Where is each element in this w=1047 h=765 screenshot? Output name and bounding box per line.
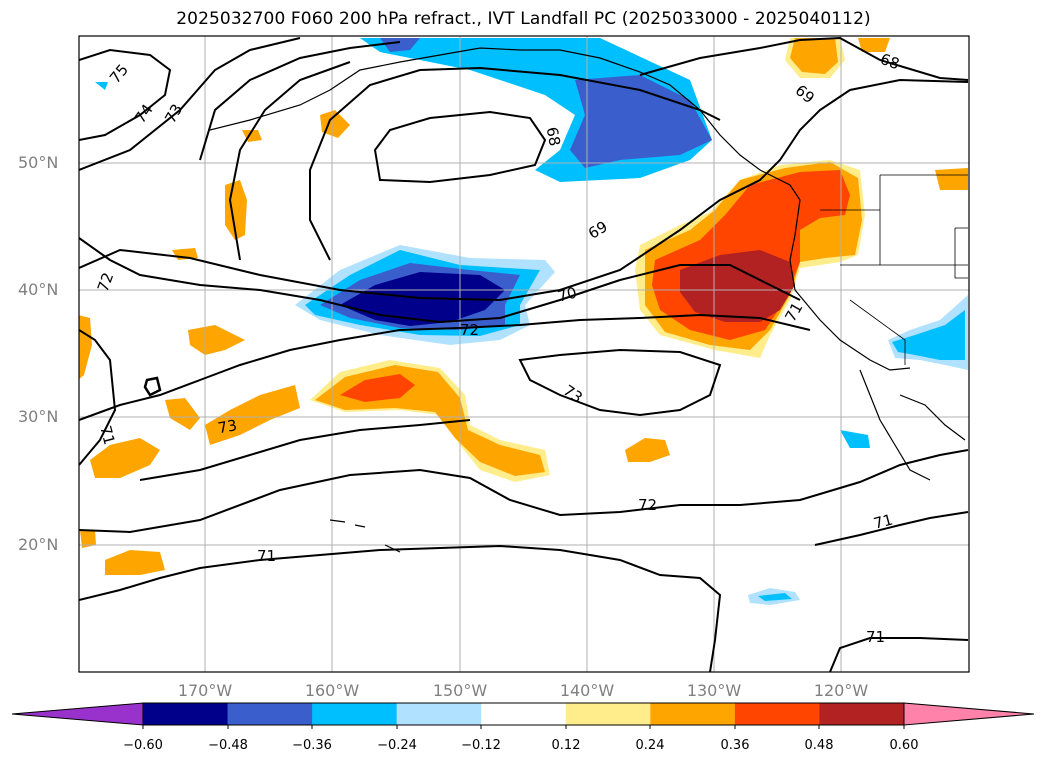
lon-label-160w: 160°W [304, 681, 360, 700]
colorbar-segment [650, 703, 736, 725]
contour-label: 71 [96, 424, 118, 447]
lon-label-120w: 120°W [813, 681, 869, 700]
contour-lines [79, 36, 969, 672]
colorbar-tick-label: 0.60 [889, 738, 919, 753]
contour-label: 72 [460, 321, 479, 339]
colorbar-segment [312, 703, 398, 725]
colorbar-ticks [142, 725, 905, 729]
contour-label: 72 [638, 496, 657, 514]
colorbar-segment [481, 703, 567, 725]
lon-label-170w: 170°W [177, 681, 233, 700]
colorbar-frame [142, 702, 905, 726]
colorbar-segment [819, 703, 905, 725]
lat-label-40n: 40°N [18, 280, 59, 299]
colorbar-tick-label: −0.60 [123, 738, 163, 753]
colorbar-tick-label: 0.12 [551, 738, 581, 753]
gridlines [79, 36, 969, 672]
colorbar-tick-label: 0.36 [720, 738, 750, 753]
contour-label: 71 [872, 510, 895, 532]
colorbar-segment [734, 703, 820, 725]
colorbar-segments [11, 702, 1035, 726]
lon-label-130w: 130°W [686, 681, 742, 700]
colorbar-tick-label: −0.36 [292, 738, 332, 753]
colorbar-segment [227, 703, 313, 725]
contour-label: 70 [556, 283, 579, 305]
colorbar-segment [396, 703, 482, 725]
colorbar-tick-label: 0.48 [804, 738, 834, 753]
colorbar-segment [565, 703, 651, 725]
lon-label-140w: 140°W [559, 681, 615, 700]
colorbar-tick-label: −0.24 [377, 738, 417, 753]
colorbar [11, 702, 1035, 729]
closed-contour [143, 376, 162, 397]
contour-label: 69 [585, 218, 611, 243]
contour-label: 68 [543, 126, 564, 148]
lon-label-150w: 150°W [432, 681, 488, 700]
colorbar-tick-label: −0.48 [208, 738, 248, 753]
lat-label-50n: 50°N [18, 153, 59, 172]
lat-label-20n: 20°N [18, 535, 59, 554]
colorbar-extend-low [11, 702, 144, 726]
contour-label: 72 [94, 270, 117, 294]
colorbar-tick-label: −0.12 [461, 738, 501, 753]
contour-label: 69 [792, 81, 818, 107]
plot-title: 2025032700 F060 200 hPa refract., IVT La… [176, 9, 871, 29]
contour-label: 75 [106, 61, 132, 87]
contour-label: 71 [866, 628, 885, 646]
colorbar-extend-high [903, 702, 1035, 726]
map-frame [78, 35, 970, 673]
contour-label: 73 [216, 416, 238, 437]
state-borders [820, 174, 968, 365]
contour-label: 71 [257, 547, 276, 565]
colorbar-segment [143, 703, 229, 725]
contour-label: 68 [878, 50, 902, 73]
lat-label-30n: 30°N [18, 407, 59, 426]
colorbar-tick-label: 0.24 [635, 738, 665, 753]
